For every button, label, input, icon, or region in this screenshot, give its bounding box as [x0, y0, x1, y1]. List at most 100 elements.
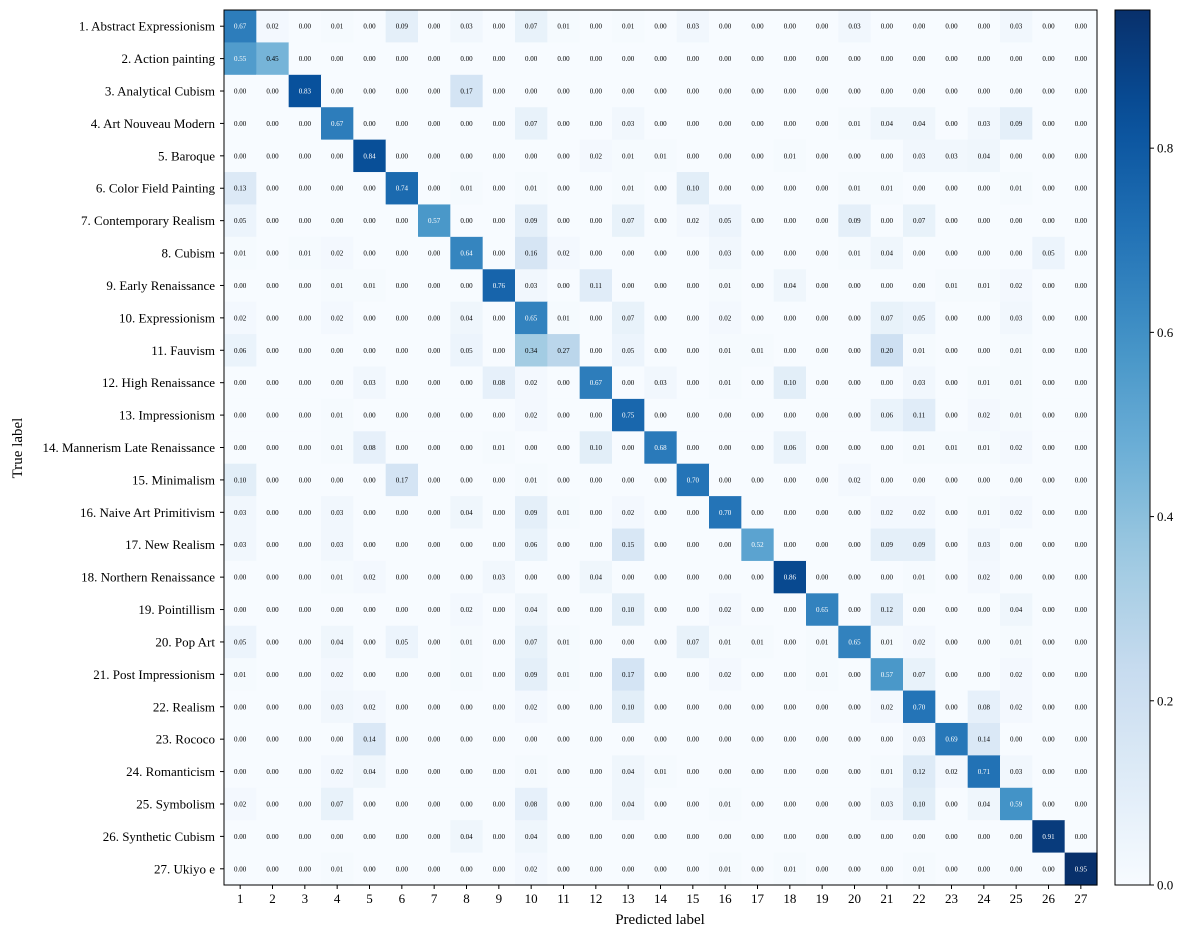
heatmap-cell	[612, 755, 645, 789]
cell-value-label: 0.01	[525, 768, 538, 776]
heatmap-cell	[903, 269, 936, 303]
cell-value-label: 0.03	[331, 703, 344, 711]
cell-value-label: 0.00	[816, 833, 829, 841]
cell-value-label: 0.00	[299, 444, 312, 452]
cell-value-label: 0.00	[460, 800, 473, 808]
cell-value-label: 0.03	[881, 800, 894, 808]
y-axis-label: True label	[10, 418, 26, 479]
cell-value-label: 0.00	[363, 606, 376, 614]
cell-value-label: 0.00	[396, 541, 409, 549]
cell-value-label: 0.68	[654, 444, 667, 452]
heatmap-cell	[579, 625, 613, 659]
cell-value-label: 0.08	[363, 444, 376, 452]
y-tick-label: 9. Early Renaissance	[106, 278, 215, 293]
heatmap-cell	[806, 593, 839, 627]
cell-value-label: 0.00	[493, 23, 506, 31]
heatmap-cell	[482, 755, 516, 789]
heatmap-cell	[741, 366, 775, 400]
heatmap-cell	[838, 820, 872, 854]
cell-value-label: 0.00	[331, 152, 344, 160]
cell-value-label: 0.00	[557, 800, 570, 808]
heatmap-cell	[450, 852, 484, 886]
cell-value-label: 0.00	[945, 671, 958, 679]
heatmap-cell	[870, 528, 904, 562]
heatmap-cell	[676, 172, 710, 206]
cell-value-label: 0.03	[1010, 314, 1023, 322]
cell-value-label: 0.00	[1010, 736, 1023, 744]
cell-value-label: 0.00	[1042, 444, 1055, 452]
x-tick-label: 1	[237, 891, 244, 906]
heatmap-cell	[870, 463, 904, 497]
heatmap-cell	[353, 722, 387, 756]
heatmap-cell	[515, 690, 548, 724]
cell-value-label: 0.00	[299, 217, 312, 225]
heatmap-cell	[935, 236, 969, 270]
heatmap-cell	[644, 172, 678, 206]
cell-value-label: 0.00	[396, 347, 409, 355]
heatmap-cell	[353, 398, 387, 432]
heatmap-cell	[870, 172, 904, 206]
cell-value-label: 0.00	[654, 217, 667, 225]
heatmap-cell	[385, 820, 419, 854]
cell-value-label: 0.00	[1075, 671, 1088, 679]
cell-value-label: 0.00	[654, 88, 667, 96]
heatmap-cell	[741, 593, 775, 627]
heatmap-cell	[709, 463, 742, 497]
heatmap-cell	[870, 269, 904, 303]
heatmap-cell	[806, 139, 839, 173]
cell-value-label: 0.01	[816, 671, 829, 679]
heatmap-cell	[288, 334, 322, 368]
heatmap-cell	[709, 787, 742, 821]
cell-value-label: 0.00	[687, 865, 700, 873]
heatmap-cell	[547, 463, 581, 497]
cell-value-label: 0.00	[1042, 736, 1055, 744]
heatmap-cell	[1032, 496, 1066, 530]
cell-value-label: 0.00	[719, 703, 732, 711]
cell-value-label: 0.01	[622, 152, 635, 160]
cell-value-label: 0.91	[1042, 833, 1055, 841]
heatmap-cell	[838, 236, 872, 270]
heatmap-cell	[676, 431, 710, 465]
cell-value-label: 0.00	[1042, 865, 1055, 873]
heatmap-cell	[967, 787, 1001, 821]
cell-value-label: 0.01	[1010, 379, 1023, 387]
heatmap-cell	[612, 431, 645, 465]
heatmap-cell	[870, 301, 904, 335]
heatmap-cell	[773, 366, 807, 400]
cell-value-label: 0.00	[913, 282, 926, 290]
cell-value-label: 0.06	[784, 444, 797, 452]
cell-value-label: 0.74	[396, 185, 409, 193]
cell-value-label: 0.00	[978, 347, 991, 355]
cell-value-label: 0.00	[266, 541, 279, 549]
heatmap-cell	[288, 172, 322, 206]
cell-value-label: 0.00	[881, 736, 894, 744]
heatmap-cell	[935, 398, 969, 432]
cell-value-label: 0.00	[299, 379, 312, 387]
x-tick-label: 25	[1010, 891, 1023, 906]
heatmap-cell	[741, 74, 775, 108]
heatmap-cell	[709, 10, 742, 44]
heatmap-cell	[288, 593, 322, 627]
heatmap-cell	[321, 431, 354, 465]
heatmap-cell	[418, 236, 451, 270]
cell-value-label: 0.09	[848, 217, 861, 225]
heatmap-cell	[224, 528, 257, 562]
heatmap-cell	[385, 42, 419, 76]
heatmap-cell	[806, 625, 839, 659]
cell-value-label: 0.00	[945, 865, 958, 873]
cell-value-label: 0.00	[654, 703, 667, 711]
cell-value-label: 0.00	[557, 444, 570, 452]
cell-value-label: 0.00	[428, 185, 441, 193]
cell-value-label: 0.00	[557, 574, 570, 582]
cell-value-label: 0.00	[978, 88, 991, 96]
cell-value-label: 0.00	[687, 88, 700, 96]
heatmap-cell	[612, 398, 645, 432]
heatmap-cell	[967, 625, 1001, 659]
heatmap-cell	[676, 722, 710, 756]
cell-value-label: 0.00	[234, 379, 247, 387]
heatmap-cell	[709, 107, 742, 141]
y-tick-label: 10. Expressionism	[119, 310, 215, 325]
heatmap-cell	[256, 236, 290, 270]
cell-value-label: 0.00	[363, 120, 376, 128]
heatmap-cell	[806, 820, 839, 854]
